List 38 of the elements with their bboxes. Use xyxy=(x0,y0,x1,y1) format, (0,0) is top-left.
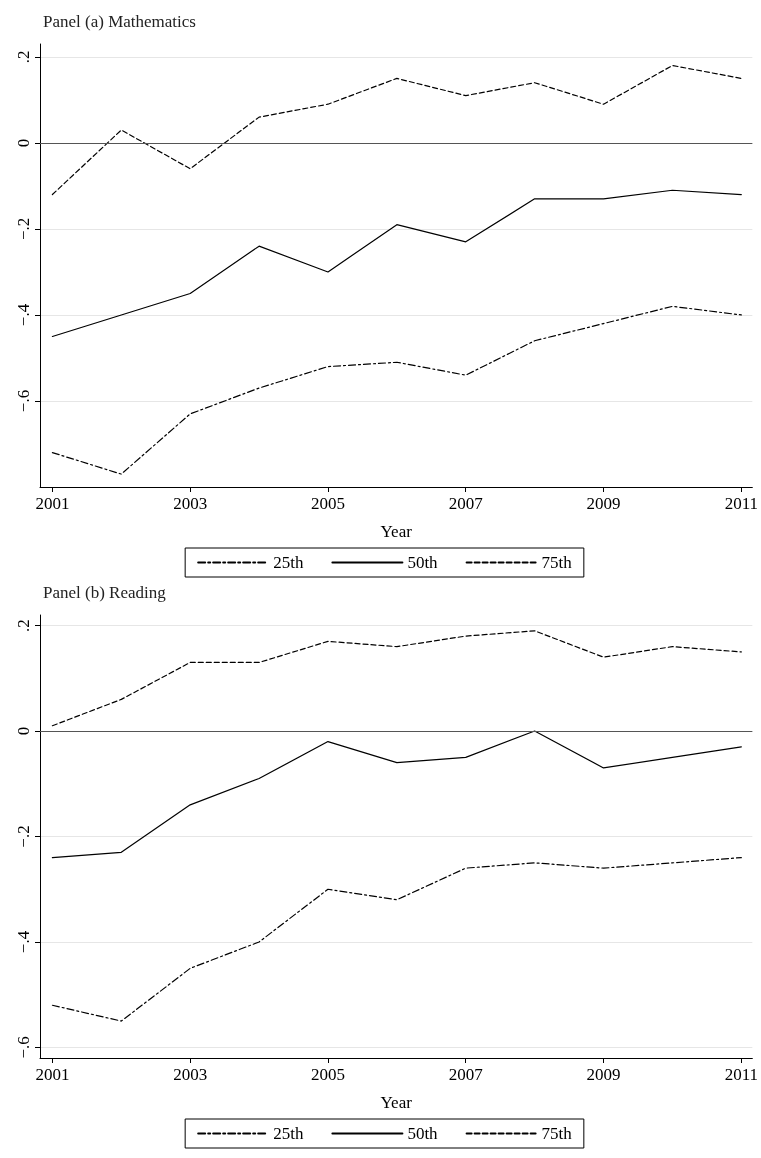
x-axis-title: Year xyxy=(380,1093,413,1112)
line-series xyxy=(51,305,742,475)
y-tick-label: 0 xyxy=(14,138,33,148)
x-tick-label: 2011 xyxy=(724,494,758,513)
line-series xyxy=(51,630,742,727)
line-series xyxy=(51,857,742,1022)
x-tick-label: 2009 xyxy=(586,494,621,513)
x-tick-label: 2001 xyxy=(35,1065,70,1084)
legend-label: 75th xyxy=(541,553,573,572)
x-tick-label: 2003 xyxy=(173,1065,208,1084)
y-tick-label: 0 xyxy=(14,726,33,736)
chart-title: Panel (a) Mathematics xyxy=(43,12,196,31)
legend-label: 25th xyxy=(273,1124,304,1143)
x-tick-label: 2005 xyxy=(310,494,345,513)
legend-label: 50th xyxy=(407,1124,439,1143)
legend-label: 25th xyxy=(273,553,304,572)
line-series xyxy=(51,64,742,196)
x-tick-label: 2005 xyxy=(310,1065,345,1084)
x-tick-label: 2001 xyxy=(35,494,70,513)
y-tick-label: −.6 xyxy=(14,1036,33,1059)
x-tick-label: 2011 xyxy=(724,1065,758,1084)
x-axis-title: Year xyxy=(380,522,413,541)
line-series xyxy=(51,189,742,338)
y-tick-label: −.2 xyxy=(14,217,33,241)
y-tick-label: −.2 xyxy=(14,825,33,848)
y-tick-label: −.6 xyxy=(14,389,33,413)
chart-title: Panel (b) Reading xyxy=(43,583,167,602)
x-tick-label: 2003 xyxy=(173,494,208,513)
y-tick-label: −.4 xyxy=(14,930,33,954)
legend-label: 75th xyxy=(541,1124,573,1143)
y-tick-label: −.4 xyxy=(14,303,33,327)
x-tick-label: 2009 xyxy=(586,1065,621,1084)
y-tick-label: .2 xyxy=(14,619,33,632)
line-series xyxy=(51,730,742,859)
y-tick-label: .2 xyxy=(14,50,33,64)
legend-label: 50th xyxy=(407,553,439,572)
x-tick-label: 2007 xyxy=(448,1065,484,1084)
x-tick-label: 2007 xyxy=(448,494,484,513)
